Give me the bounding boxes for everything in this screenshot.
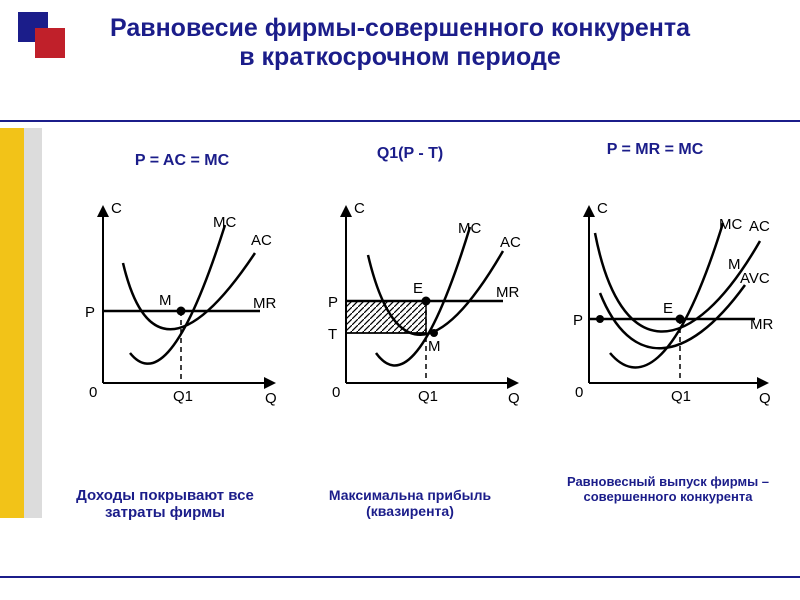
chart-1: C MC AC M MR P 0 Q1 Q [55,193,290,413]
q1-label: Q1 [173,388,193,405]
deco-yellow-bar [0,128,24,518]
mc-label: MC [458,220,481,237]
mr-label: MR [750,316,773,333]
ac-label: AC [500,234,521,251]
divider-bottom [0,576,800,578]
equation-2: Q1(P - T) [330,145,490,163]
mc-label: MC [213,214,236,231]
p-label: P [85,304,95,321]
divider-top [0,120,800,122]
q1-label: Q1 [418,388,438,405]
axis-y-label: C [354,200,365,217]
mc-label: MC [719,216,742,233]
slide: { "decorations": { "blue_square": { "x":… [0,0,800,600]
caption-2: Максимальна прибыль (квазирента) [300,487,520,519]
deco-gray-bar [24,128,42,518]
axis-y-label: C [111,200,122,217]
avc-label: AVC [740,270,770,287]
chart-3: C MC AC M AVC E MR P 0 Q1 Q [545,193,780,413]
e-label: E [663,300,673,317]
m-label: M [159,292,172,309]
caption-3: Равновесный выпуск фирмы – совершенного … [558,475,778,505]
e-label: E [413,280,423,297]
p-label: P [328,294,338,311]
p-label: P [573,312,583,329]
ac-label: AC [749,218,770,235]
t-label: T [328,326,337,343]
origin-label: 0 [89,384,97,401]
origin-label: 0 [575,384,583,401]
origin-label: 0 [332,384,340,401]
mr-label: MR [496,284,519,301]
m-label: M [728,256,741,273]
axis-x-label: Q [508,390,520,407]
m-label: M [428,338,441,355]
mr-label: MR [253,295,276,312]
deco-red-square [35,28,65,58]
caption-1: Доходы покрывают все затраты фирмы [55,487,275,522]
axis-y-label: C [597,200,608,217]
equation-1: P = AC = MC [92,152,272,170]
q1-label: Q1 [671,388,691,405]
chart-2: C MC AC E MR P T M 0 Q1 Q [298,193,533,413]
axis-x-label: Q [759,390,771,407]
ac-label: AC [251,232,272,249]
axis-x-label: Q [265,390,277,407]
equation-3: P = MR = MC [565,141,745,159]
slide-title: Равновесие фирмы-совершенного конкурента… [100,14,700,72]
